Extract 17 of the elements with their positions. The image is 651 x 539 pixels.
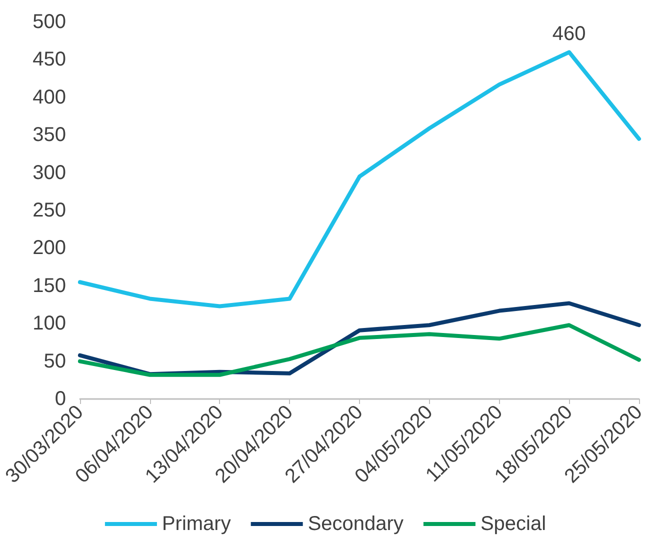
y-tick-label: 450 [32,48,66,71]
annotation: 460 [552,23,586,46]
y-tick-label: 250 [32,200,66,222]
line-series [78,50,641,308]
legend-label: Secondary [308,513,404,535]
y-tick-label: 0 [54,388,66,410]
y-tick-label: 50 [44,350,66,372]
y-tick-label: 100 [32,312,66,335]
legend-label: Special [480,513,546,535]
legend-label: Primary [162,513,231,535]
y-tick-label: 200 [32,237,66,260]
y-tick-label: 150 [32,274,66,297]
line-series [78,323,641,377]
y-tick-label: 300 [32,162,66,184]
y-tick-label: 350 [32,124,66,146]
y-tick-label: 400 [32,86,66,108]
y-tick-label: 500 [32,11,66,33]
